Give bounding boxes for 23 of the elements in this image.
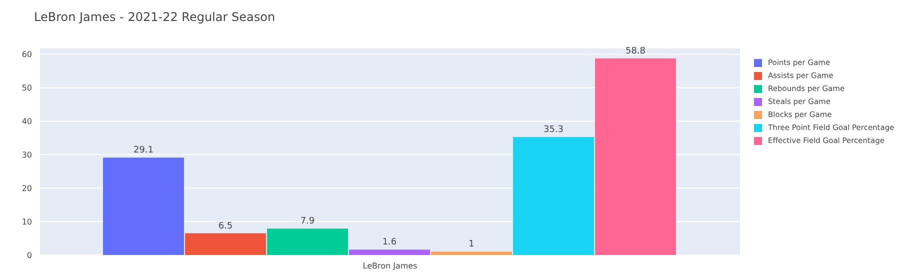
y-tick-label: 50 <box>22 84 32 93</box>
data-label: 29.1 <box>133 146 154 156</box>
bar <box>431 252 512 255</box>
data-label: 6.5 <box>218 221 233 232</box>
bar <box>595 58 676 255</box>
bar <box>267 228 348 255</box>
data-label: 1.6 <box>382 238 397 248</box>
bar <box>185 233 266 255</box>
y-tick-label: 0 <box>26 250 32 260</box>
data-label: 35.3 <box>543 124 564 135</box>
y-tick-label: 20 <box>22 184 32 193</box>
x-tick-label: LeBron James <box>362 262 418 271</box>
bar <box>349 250 430 255</box>
data-label: 7.9 <box>300 216 315 227</box>
data-label: 1 <box>468 240 474 250</box>
y-tick-label: 30 <box>22 150 32 160</box>
y-tick-label: 40 <box>22 117 32 126</box>
bar <box>513 136 594 255</box>
bar <box>103 158 184 255</box>
y-tick-label: 10 <box>22 217 32 226</box>
chart-title: LeBron James - 2021-22 Regular Season <box>34 10 276 24</box>
y-tick-label: 60 <box>22 50 32 60</box>
data-label: 58.8 <box>625 46 646 56</box>
